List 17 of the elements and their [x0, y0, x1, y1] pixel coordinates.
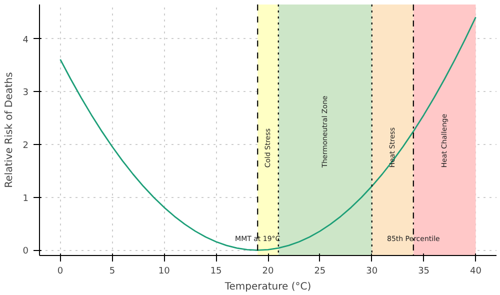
- y-axis-title: Relative Risk of Deaths: [4, 72, 15, 188]
- x-tick-label: 35: [418, 266, 430, 276]
- x-tick-label: 25: [314, 266, 326, 276]
- x-tick-label: 40: [470, 266, 482, 276]
- y-tick-label: 4: [22, 35, 29, 46]
- x-tick-label: 30: [366, 266, 378, 276]
- y-tick-label: 1: [22, 194, 29, 204]
- line-series: [60, 16, 476, 251]
- x-axis-title: Temperature (°C): [224, 282, 312, 292]
- x-tick-label: 20: [262, 266, 274, 276]
- y-tick-label: 3: [22, 88, 29, 98]
- y-tick-label: 2: [22, 141, 29, 152]
- x-tick-label: 5: [109, 266, 116, 276]
- x-tick-label: 10: [158, 266, 170, 276]
- x-tick-label: 0: [57, 266, 64, 276]
- y-tick-label: 0: [22, 246, 29, 257]
- x-tick-label: 15: [210, 266, 222, 276]
